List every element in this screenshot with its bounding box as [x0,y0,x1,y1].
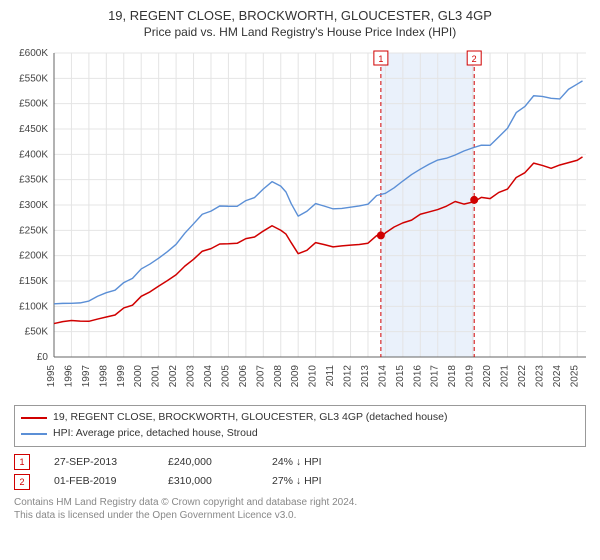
plot-area: £0 £50K £100K £150K £200K £250K £300K £350K £400… [8,47,592,397]
svg-text:1995: 1995 [46,365,57,388]
chart-title: 19, REGENT CLOSE, BROCKWORTH, GLOUCESTER… [8,8,592,23]
svg-text:2: 2 [472,54,477,64]
svg-text:2011: 2011 [325,365,336,387]
chart-svg: £0 £50K £100K £150K £200K £250K £300K £350K £400… [8,47,592,397]
svg-text:2014: 2014 [377,365,388,388]
chart-container: 19, REGENT CLOSE, BROCKWORTH, GLOUCESTER… [0,0,600,526]
svg-text:2001: 2001 [151,365,162,388]
sale-price: £240,000 [168,453,248,473]
svg-text:£0: £0 [37,352,49,363]
svg-text:£50K: £50K [25,327,49,338]
svg-text:1999: 1999 [116,365,127,388]
svg-text:£400K: £400K [19,149,48,160]
sales-table: 1 27-SEP-2013 £240,000 24% ↓ HPI 2 01-FEB-201… [14,453,586,493]
sales-row: 2 01-FEB-2019 £310,000 27% ↓ HPI [14,472,586,492]
svg-text:2015: 2015 [395,365,406,388]
svg-text:2006: 2006 [238,365,249,388]
legend-swatch [21,417,47,419]
svg-text:2005: 2005 [220,365,231,388]
svg-text:1996: 1996 [63,365,74,388]
svg-text:£350K: £350K [19,175,48,186]
svg-text:£250K: £250K [19,225,48,236]
svg-text:2023: 2023 [534,365,545,388]
svg-text:2021: 2021 [500,365,511,388]
svg-text:1998: 1998 [98,365,109,388]
svg-text:2022: 2022 [517,365,528,388]
sale-marker-box: 1 [14,454,30,470]
svg-text:2019: 2019 [465,365,476,388]
legend-label: 19, REGENT CLOSE, BROCKWORTH, GLOUCESTER… [53,410,447,426]
svg-text:2025: 2025 [569,365,580,388]
svg-text:2013: 2013 [360,365,371,388]
footer-line-2: This data is licensed under the Open Gov… [14,509,586,522]
chart-subtitle: Price paid vs. HM Land Registry's House … [8,25,592,39]
svg-text:2004: 2004 [203,365,214,388]
sale-date: 27-SEP-2013 [54,453,144,473]
sale-marker-box: 2 [14,474,30,490]
legend-box: 19, REGENT CLOSE, BROCKWORTH, GLOUCESTER… [14,405,586,447]
svg-text:2000: 2000 [133,365,144,388]
sales-row: 1 27-SEP-2013 £240,000 24% ↓ HPI [14,453,586,473]
svg-text:2012: 2012 [343,365,354,388]
legend-item: HPI: Average price, detached house, Stro… [21,426,579,442]
legend-label: HPI: Average price, detached house, Stro… [53,426,258,442]
legend-swatch [21,433,47,435]
svg-text:2009: 2009 [290,365,301,388]
footer-attribution: Contains HM Land Registry data © Crown c… [14,496,586,522]
sale-delta: 24% ↓ HPI [272,453,352,473]
svg-text:2007: 2007 [255,365,266,388]
svg-text:£150K: £150K [19,276,48,287]
svg-text:2003: 2003 [186,365,197,388]
svg-text:£200K: £200K [19,251,48,262]
footer-line-1: Contains HM Land Registry data © Crown c… [14,496,586,509]
svg-text:£500K: £500K [19,99,48,110]
svg-text:2024: 2024 [552,365,563,388]
svg-text:1997: 1997 [81,365,92,388]
svg-text:£300K: £300K [19,200,48,211]
sale-delta: 27% ↓ HPI [272,472,352,492]
svg-text:£550K: £550K [19,73,48,84]
svg-text:2018: 2018 [447,365,458,388]
svg-text:£600K: £600K [19,48,48,59]
sale-price: £310,000 [168,472,248,492]
svg-text:1: 1 [378,54,383,64]
legend-item: 19, REGENT CLOSE, BROCKWORTH, GLOUCESTER… [21,410,579,426]
svg-text:2008: 2008 [273,365,284,388]
svg-text:£100K: £100K [19,301,48,312]
svg-text:£450K: £450K [19,124,48,135]
svg-text:2017: 2017 [430,365,441,388]
svg-text:2010: 2010 [308,365,319,388]
svg-text:2020: 2020 [482,365,493,388]
svg-text:2002: 2002 [168,365,179,388]
sale-date: 01-FEB-2019 [54,472,144,492]
svg-text:2016: 2016 [412,365,423,388]
